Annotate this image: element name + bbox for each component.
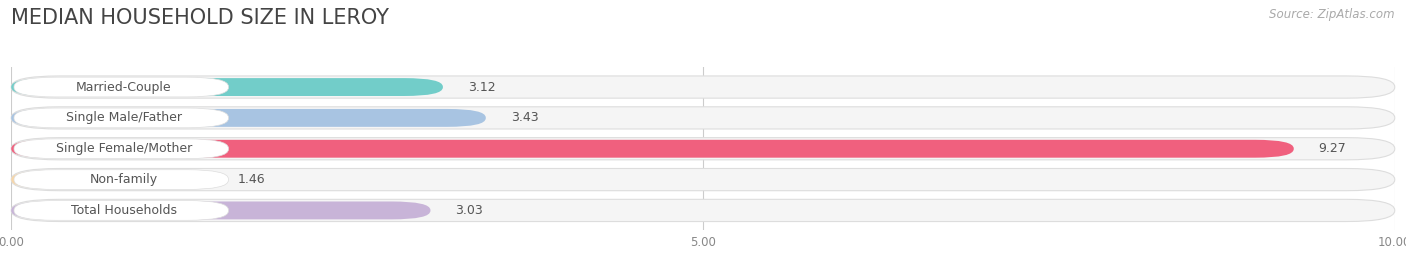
Text: 9.27: 9.27	[1319, 142, 1347, 155]
FancyBboxPatch shape	[11, 199, 1395, 222]
Text: 3.43: 3.43	[510, 111, 538, 124]
FancyBboxPatch shape	[14, 170, 228, 189]
Text: 3.03: 3.03	[456, 204, 484, 217]
FancyBboxPatch shape	[11, 140, 1294, 158]
FancyBboxPatch shape	[14, 200, 228, 220]
FancyBboxPatch shape	[11, 138, 1395, 160]
FancyBboxPatch shape	[11, 78, 443, 96]
FancyBboxPatch shape	[11, 76, 1395, 98]
Text: Total Households: Total Households	[72, 204, 177, 217]
Text: 3.12: 3.12	[468, 81, 495, 94]
Text: Source: ZipAtlas.com: Source: ZipAtlas.com	[1270, 8, 1395, 21]
FancyBboxPatch shape	[11, 169, 1395, 191]
FancyBboxPatch shape	[11, 202, 430, 219]
FancyBboxPatch shape	[11, 107, 1395, 129]
FancyBboxPatch shape	[14, 77, 228, 97]
Text: Married-Couple: Married-Couple	[76, 81, 172, 94]
Text: Non-family: Non-family	[90, 173, 157, 186]
FancyBboxPatch shape	[11, 171, 214, 188]
FancyBboxPatch shape	[14, 139, 228, 159]
FancyBboxPatch shape	[14, 108, 228, 128]
FancyBboxPatch shape	[11, 109, 486, 127]
Text: 1.46: 1.46	[238, 173, 266, 186]
Text: Single Male/Father: Single Male/Father	[66, 111, 181, 124]
Text: Single Female/Mother: Single Female/Mother	[56, 142, 193, 155]
Text: MEDIAN HOUSEHOLD SIZE IN LEROY: MEDIAN HOUSEHOLD SIZE IN LEROY	[11, 8, 389, 28]
